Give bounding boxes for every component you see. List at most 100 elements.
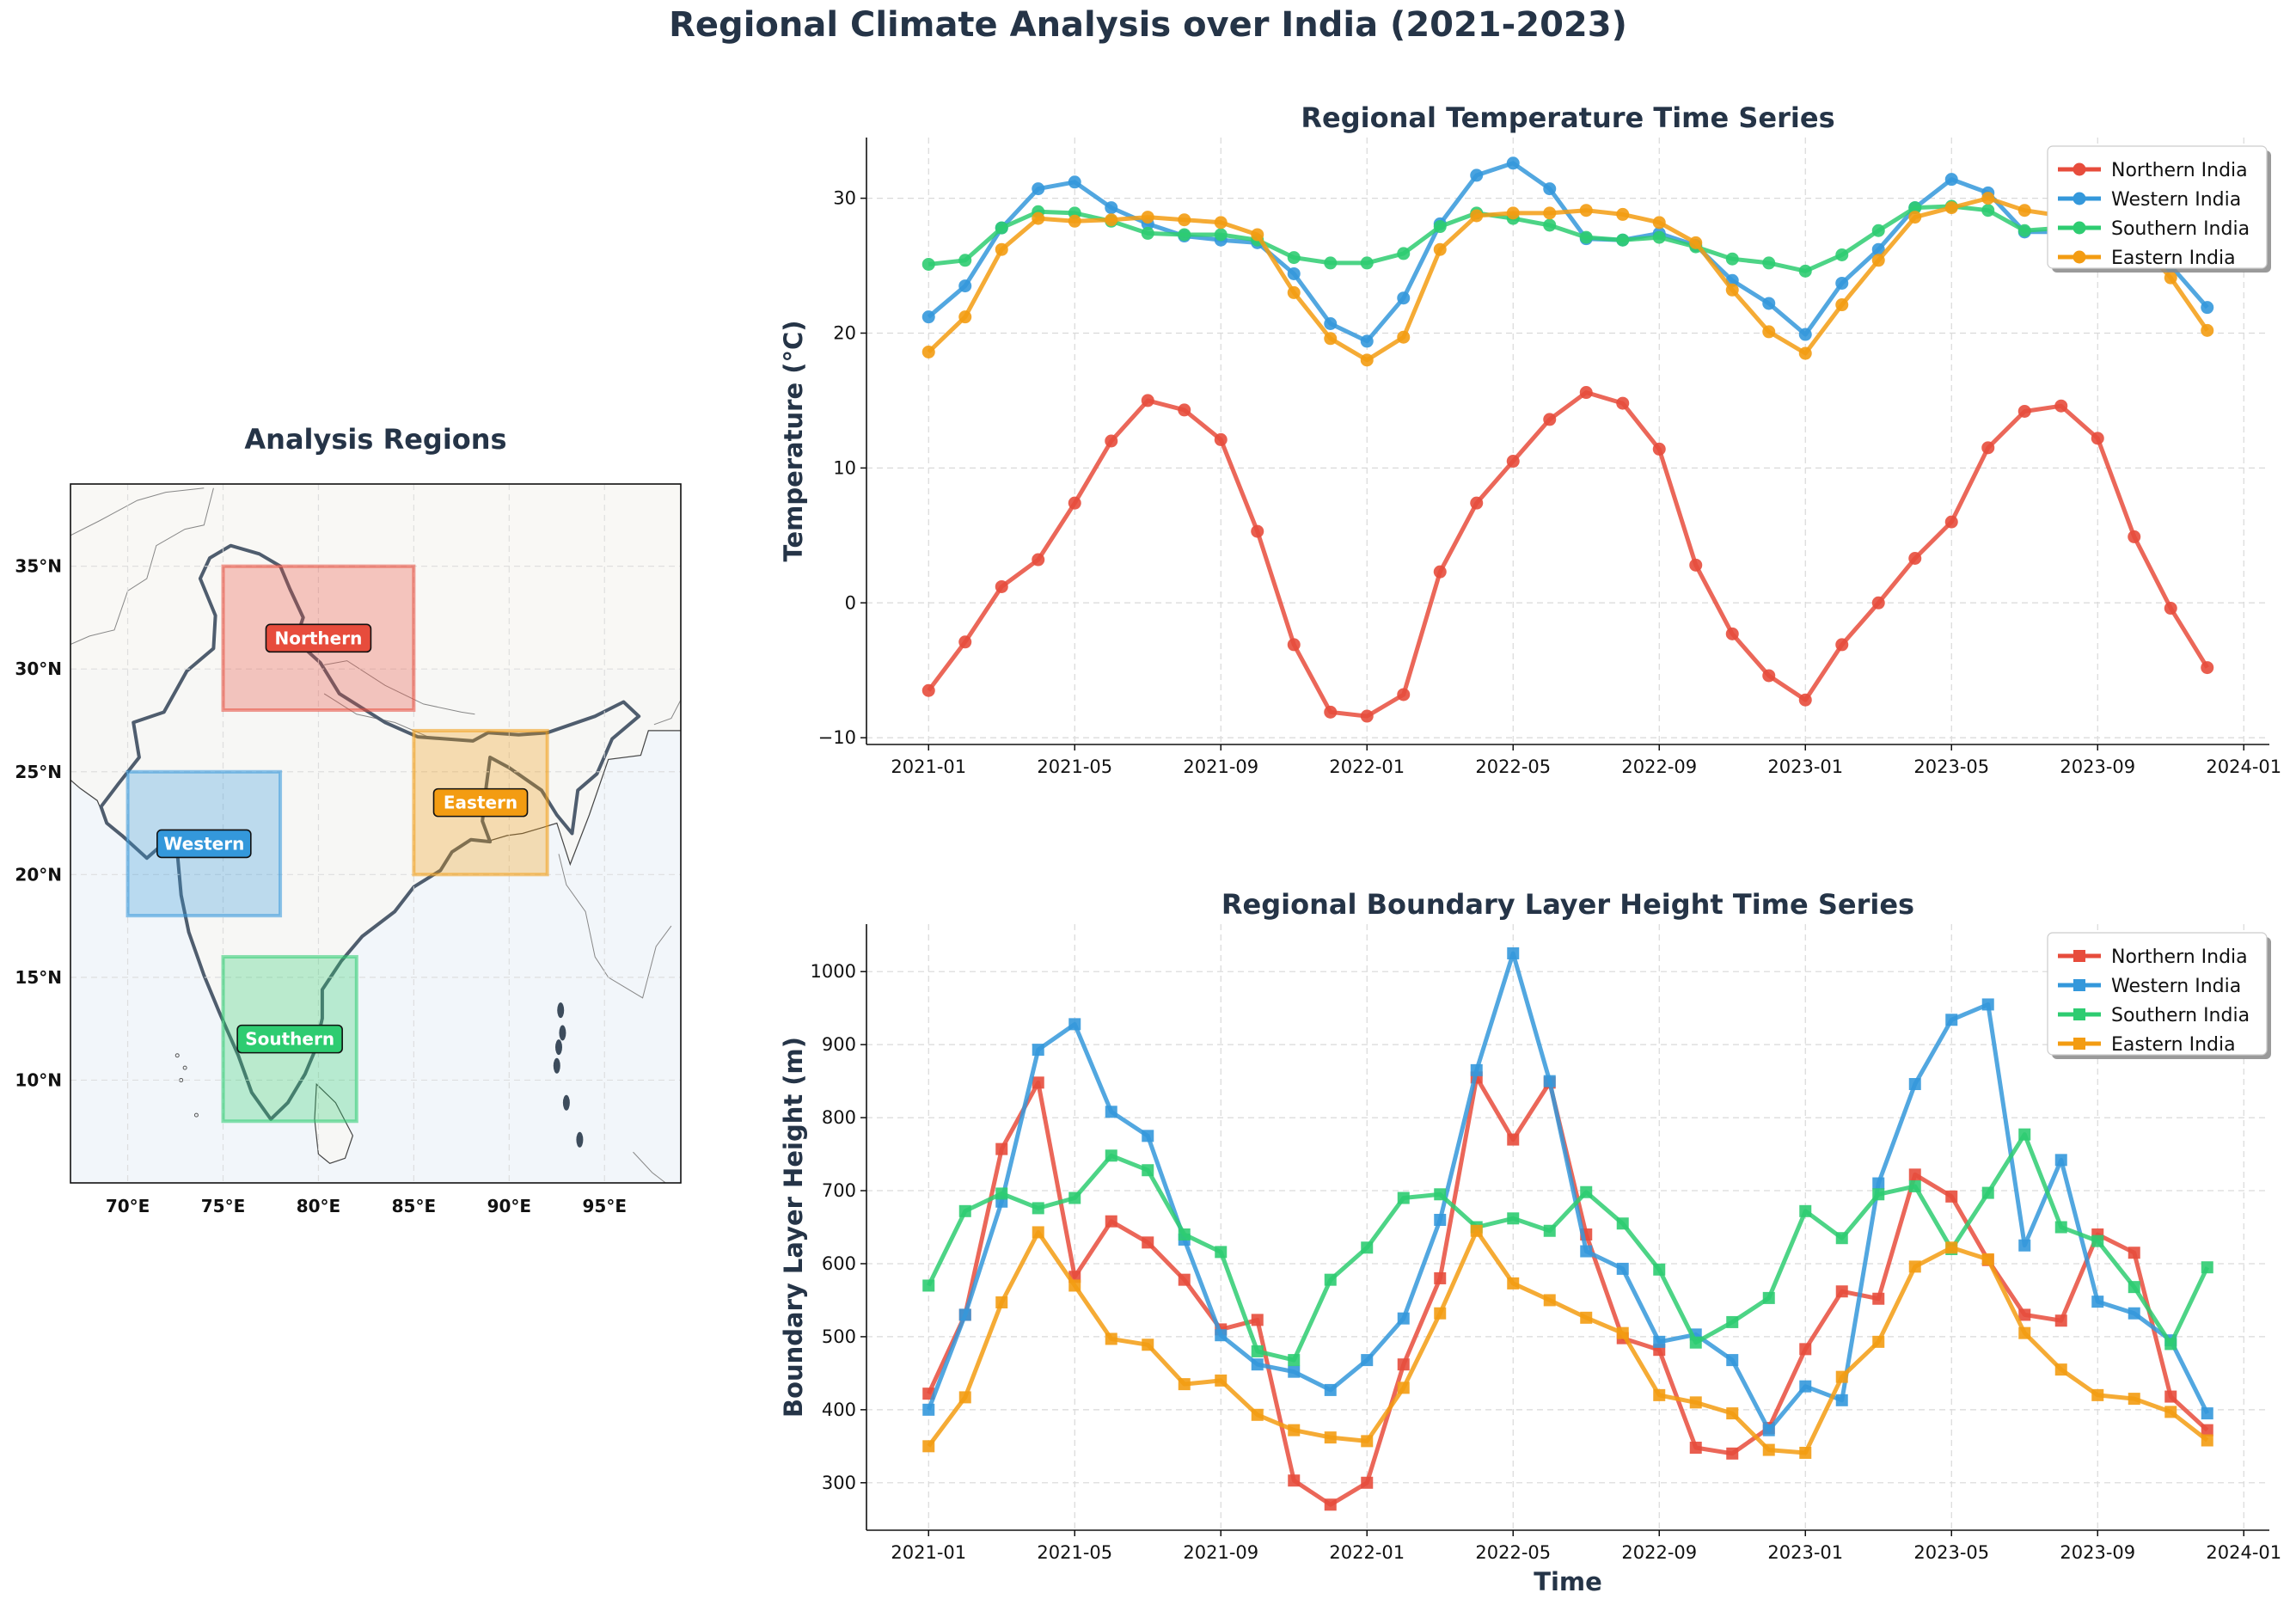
data-point [1142,1164,1154,1177]
data-point [1141,226,1154,240]
data-point [1908,1179,1921,1192]
country-border [653,699,681,726]
data-point [2091,1234,2104,1247]
data-point [1434,1188,1447,1201]
region-label-box [432,787,529,818]
island [562,1094,570,1111]
data-point [1215,1374,1228,1387]
data-point [1032,553,1045,567]
data-point [1397,291,1411,305]
data-point [1215,1246,1228,1259]
data-point [1762,256,1776,270]
data-point [958,1391,971,1404]
island [553,1057,560,1074]
data-point [1799,1446,1812,1459]
data-point [1068,175,1081,189]
data-point [2091,1388,2104,1401]
data-point [1324,1431,1337,1444]
data-point [1324,1273,1337,1286]
data-point [2091,1296,2104,1308]
map-lat-tick: 10°N [15,1069,62,1090]
data-point [1397,1358,1410,1371]
data-point [1726,1447,1739,1460]
data-point [1762,1443,1775,1456]
data-point [1178,1378,1191,1391]
data-point [2201,1434,2213,1447]
page-title: Regional Climate Analysis over India (20… [669,5,1627,45]
data-point [1981,204,1995,217]
y-axis-label: Temperature (°C) [779,321,808,562]
data-point [1835,1232,1848,1245]
data-point [2164,602,2177,616]
legend-label: Western India [2111,976,2241,997]
data-point [2201,1407,2213,1420]
x-tick-label: 2021-09 [1183,1542,1258,1563]
data-point [1944,201,1958,215]
region-label-box [236,1024,343,1054]
y-tick-label: 500 [822,1326,856,1347]
data-point [1324,256,1338,270]
data-point [1543,1294,1556,1307]
data-point [1507,1133,1520,1146]
data-point [1434,1214,1447,1227]
data-point [1871,242,1885,256]
data-point [1908,201,1922,215]
data-point [1470,496,1484,510]
legend: Northern India Western India Southern Indi… [2047,932,2271,1059]
data-point [1689,558,1703,572]
data-point [1105,1332,1117,1345]
country-border [70,487,205,536]
data-point [1871,596,1885,610]
data-point [1835,638,1849,652]
data-point [922,1403,935,1416]
data-point [1543,182,1557,196]
data-point [2201,323,2214,337]
data-point [1616,207,1630,221]
data-point [1580,1311,1593,1324]
y-tick-label: 800 [822,1107,856,1128]
data-point [1835,248,1849,261]
data-point [1945,1190,1958,1203]
data-point [1434,1271,1447,1284]
legend-label: Northern India [2111,946,2248,968]
data-point [1872,1292,1885,1305]
data-point [1324,332,1338,346]
x-tick-label: 2022-05 [1475,757,1551,777]
country-border [70,487,214,645]
data-point [1908,1260,1921,1273]
region-label-northern: Northern [275,628,363,648]
data-point [1689,236,1703,249]
data-point [1397,688,1411,701]
data-point [1251,1314,1264,1326]
series-line [927,1075,2209,1507]
data-point [1324,1383,1337,1396]
x-tick-label: 2021-05 [1037,1542,1112,1563]
data-point [1105,1149,1117,1162]
series-western-india [921,156,2214,348]
x-tick-label: 2023-01 [1767,1542,1843,1563]
data-point [1799,1343,1812,1356]
data-point [1360,709,1374,723]
temperature-chart: Regional Temperature Time Series 2021-01 2… [779,101,2281,777]
data-point [1288,1474,1301,1487]
data-point [2201,301,2214,315]
region-label-box [156,829,252,859]
data-point [1032,1202,1044,1215]
legend-label: Eastern India [2111,248,2236,269]
data-point [1068,1279,1081,1292]
data-point [1251,1408,1264,1421]
data-point [1397,1191,1410,1204]
map-frame [70,483,682,1184]
data-point [2017,404,2031,418]
y-tick-label: 10 [833,457,856,478]
data-point [2128,1281,2140,1294]
data-point [2017,204,2031,217]
data-point [1032,182,1045,196]
data-point [1287,251,1301,265]
data-point [958,1308,971,1321]
data-point [1945,1241,1958,1254]
chart-title: Regional Temperature Time Series [1301,101,1834,134]
legend-label: Southern India [2111,1005,2250,1026]
data-point [1689,1396,1702,1409]
data-point [1981,441,1995,455]
